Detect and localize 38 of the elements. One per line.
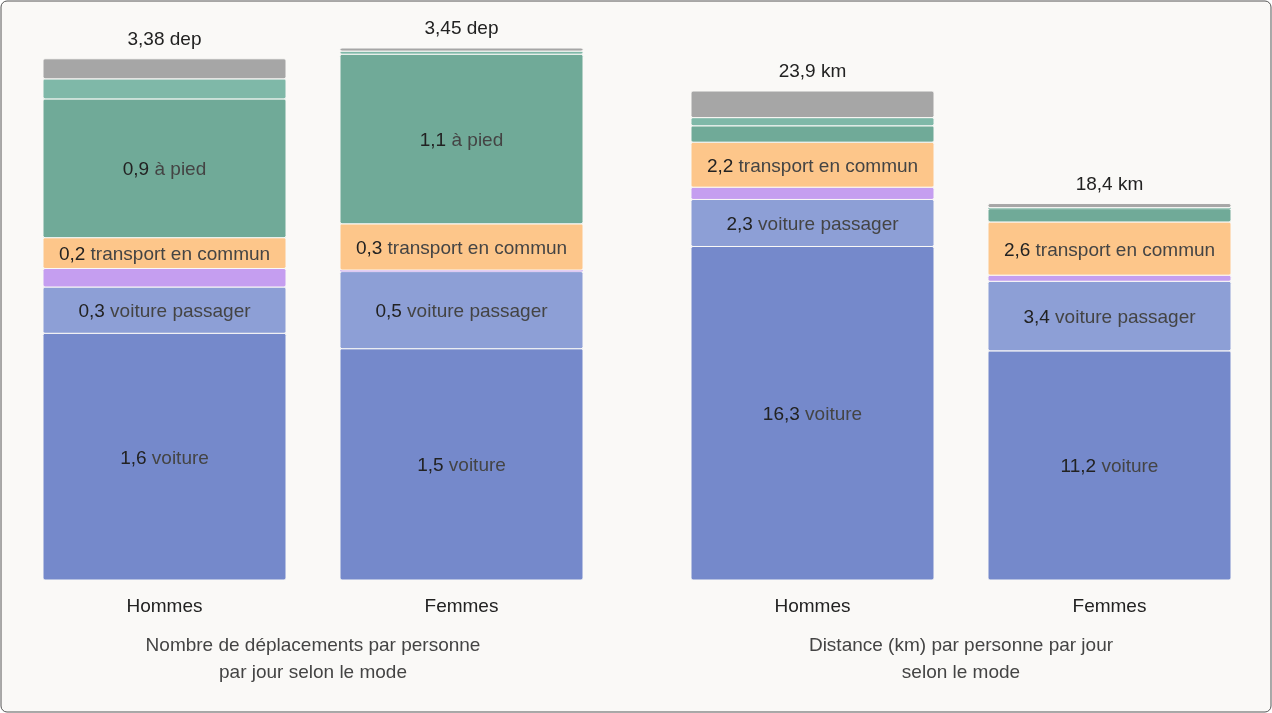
total-label: 18,4 km xyxy=(1075,172,1144,194)
x-tick-label: Femmes xyxy=(1072,595,1147,616)
data-label: 0,3 xyxy=(355,236,383,258)
data-label: 3,4 xyxy=(1023,305,1051,327)
data-label: 1,6 xyxy=(120,446,147,468)
text: voiture passager xyxy=(407,299,548,321)
total-label: 3,38 dep xyxy=(127,27,202,49)
series-label: à pied xyxy=(149,157,207,179)
data-label: 2,2 xyxy=(706,154,734,176)
series-label: transport en commun xyxy=(733,154,919,176)
series-label: voiture passager xyxy=(104,299,252,321)
x-axis-title: Distance (km) par personne par jour selon le mode xyxy=(808,634,1114,682)
data-label: 1,1 xyxy=(419,128,447,150)
x-tick-label: Hommes xyxy=(126,595,203,616)
series-label: voiture xyxy=(146,446,209,468)
text: transport en commun xyxy=(387,236,568,258)
data-label: 1,5 xyxy=(417,453,444,475)
text: à pied xyxy=(451,128,504,150)
series-label: voiture xyxy=(799,402,863,424)
x-tick-label: Hommes xyxy=(774,595,851,616)
total-label: 3,45 dep xyxy=(424,17,499,38)
series-label: transport en commun xyxy=(85,242,271,264)
data-label: 0,9 xyxy=(122,157,150,179)
data-label: 16,3 xyxy=(762,402,800,424)
text: voiture xyxy=(448,453,506,475)
x-axis-title: Nombre de déplacements par personne par jour selon le mode xyxy=(145,634,481,682)
total-label: 23,9 km xyxy=(778,60,847,81)
data-label: 2,3 xyxy=(726,212,753,234)
series-label: voiture passager xyxy=(752,212,900,234)
text: transport en commun xyxy=(1035,238,1216,260)
x-tick-label: Femmes xyxy=(424,595,499,616)
data-label: 2,6 xyxy=(1003,238,1031,260)
text: voiture passager xyxy=(1055,305,1196,327)
data-label: 0,2 xyxy=(58,242,86,264)
text: voiture xyxy=(1101,454,1159,476)
data-label: 0,5 xyxy=(375,299,402,321)
data-label: 0,3 xyxy=(78,299,105,321)
data-label: 11,2 xyxy=(1060,454,1097,476)
